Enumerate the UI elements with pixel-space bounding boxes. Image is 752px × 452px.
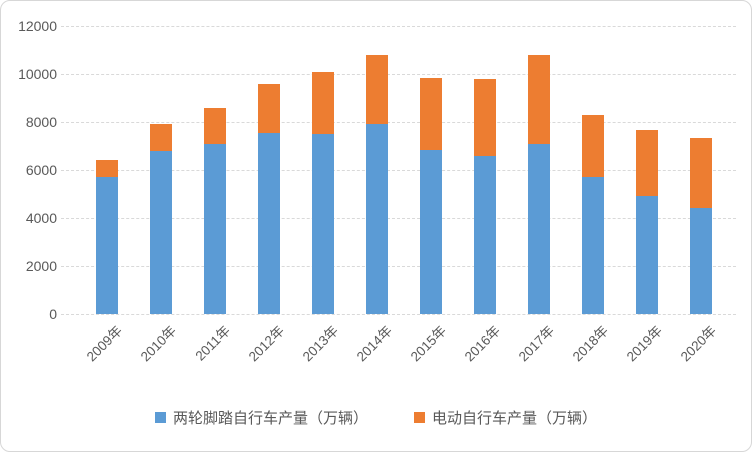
legend: 两轮脚踏自行车产量（万辆） 电动自行车产量（万辆） (1, 407, 751, 428)
bar-2010年-electric[interactable] (150, 124, 172, 151)
legend-swatch-electric-bicycle-icon (414, 412, 425, 423)
x-tick-label-2019年: 2019年 (624, 323, 666, 365)
x-tick-label-2020年: 2020年 (678, 323, 720, 365)
x-tick-label-2011年: 2011年 (192, 323, 234, 364)
x-tick-label-2012年: 2012年 (246, 323, 288, 365)
bar-2019年-pedal[interactable] (636, 196, 658, 314)
bar-2011年-pedal[interactable] (204, 143, 226, 314)
bar-2017年-pedal[interactable] (528, 143, 550, 314)
y-tick-label-10000: 10000 (18, 66, 57, 82)
legend-item-pedal-bicycle[interactable]: 两轮脚踏自行车产量（万辆） (154, 407, 368, 428)
gridline-10000 (61, 74, 736, 75)
bar-2015年-pedal[interactable] (420, 149, 442, 314)
bar-2013年-pedal[interactable] (312, 134, 334, 314)
bar-2020年-pedal[interactable] (690, 208, 712, 314)
bar-2012年-pedal[interactable] (258, 132, 280, 314)
legend-item-electric-bicycle[interactable]: 电动自行车产量（万辆） (414, 407, 597, 428)
bar-2018年-electric[interactable] (582, 114, 604, 178)
y-tick-label-2000: 2000 (25, 258, 57, 274)
x-tick-label-2009年: 2009年 (84, 323, 126, 365)
y-tick-label-8000: 8000 (25, 114, 57, 130)
bar-2014年-electric[interactable] (366, 54, 388, 125)
bar-2009年-pedal[interactable] (96, 177, 118, 314)
y-tick-label-12000: 12000 (18, 18, 57, 34)
gridline-8000 (61, 122, 736, 123)
bar-2020年-electric[interactable] (690, 137, 712, 209)
x-tick-label-2015年: 2015年 (408, 323, 450, 365)
bar-2014年-pedal[interactable] (366, 124, 388, 314)
bar-2011年-electric[interactable] (204, 107, 226, 144)
bar-2016年-electric[interactable] (474, 78, 496, 156)
x-tick-label-2013年: 2013年 (300, 323, 342, 365)
bar-2010年-pedal[interactable] (150, 150, 172, 314)
y-tick-label-6000: 6000 (25, 162, 57, 178)
bar-2015年-electric[interactable] (420, 77, 442, 150)
gridline-6000 (61, 170, 736, 171)
bar-2019年-electric[interactable] (636, 130, 658, 197)
bar-2009年-electric[interactable] (96, 160, 118, 178)
x-tick-label-2016年: 2016年 (462, 323, 504, 365)
x-tick-label-2014年: 2014年 (354, 323, 396, 365)
y-tick-label-0: 0 (49, 306, 57, 322)
x-tick-label-2017年: 2017年 (516, 323, 558, 365)
legend-swatch-pedal-bicycle-icon (154, 412, 166, 423)
bar-2013年-electric[interactable] (312, 71, 334, 134)
gridline-0 (61, 314, 736, 315)
x-tick-label-2010年: 2010年 (138, 323, 180, 365)
gridline-12000 (61, 26, 736, 27)
x-tick-label-2018年: 2018年 (570, 323, 612, 365)
bar-2012年-electric[interactable] (258, 83, 280, 133)
gridline-4000 (61, 218, 736, 219)
bar-2016年-pedal[interactable] (474, 155, 496, 314)
y-tick-label-4000: 4000 (25, 210, 57, 226)
legend-label-electric-bicycle: 电动自行车产量（万辆） (432, 410, 598, 427)
bar-2018年-pedal[interactable] (582, 177, 604, 314)
bar-2017年-electric[interactable] (528, 54, 550, 144)
legend-label-pedal-bicycle: 两轮脚踏自行车产量（万辆） (172, 410, 368, 427)
gridline-2000 (61, 266, 736, 267)
